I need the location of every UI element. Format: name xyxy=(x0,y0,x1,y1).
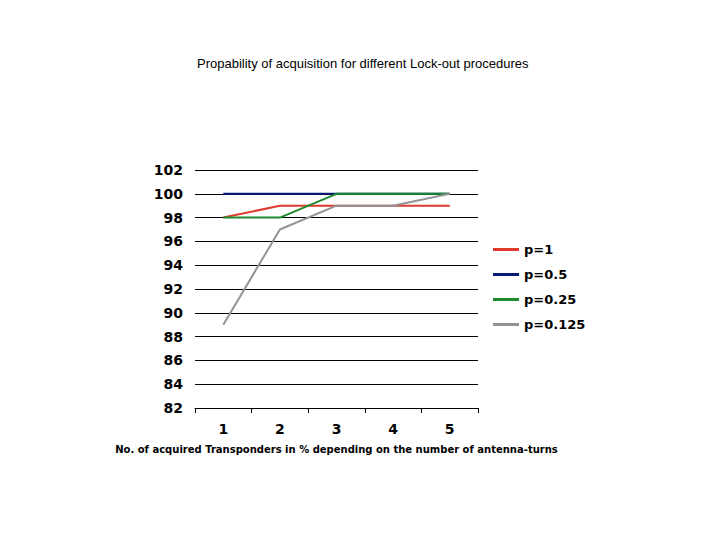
svg-text:88: 88 xyxy=(164,329,183,345)
svg-text:98: 98 xyxy=(164,210,183,226)
svg-text:82: 82 xyxy=(164,400,183,416)
svg-text:1: 1 xyxy=(218,421,228,437)
svg-text:100: 100 xyxy=(154,186,183,202)
svg-text:86: 86 xyxy=(164,352,183,368)
svg-text:94: 94 xyxy=(164,257,184,273)
svg-text:2: 2 xyxy=(275,421,285,437)
svg-text:84: 84 xyxy=(164,376,184,392)
svg-text:p=0.25: p=0.25 xyxy=(524,292,576,307)
svg-text:p=0.5: p=0.5 xyxy=(524,267,567,282)
svg-text:90: 90 xyxy=(164,305,184,321)
svg-text:3: 3 xyxy=(332,421,342,437)
svg-text:5: 5 xyxy=(445,421,455,437)
svg-text:96: 96 xyxy=(164,233,183,249)
svg-text:Propability of acquisition for: Propability of acquisition for different… xyxy=(197,56,529,71)
svg-text:4: 4 xyxy=(388,421,398,437)
svg-text:102: 102 xyxy=(154,162,183,178)
svg-text:No. of acquired Transponders i: No. of acquired Transponders in % depend… xyxy=(115,444,558,455)
svg-text:p=0.125: p=0.125 xyxy=(524,317,585,332)
svg-text:92: 92 xyxy=(164,281,183,297)
svg-text:p=1: p=1 xyxy=(524,242,553,257)
